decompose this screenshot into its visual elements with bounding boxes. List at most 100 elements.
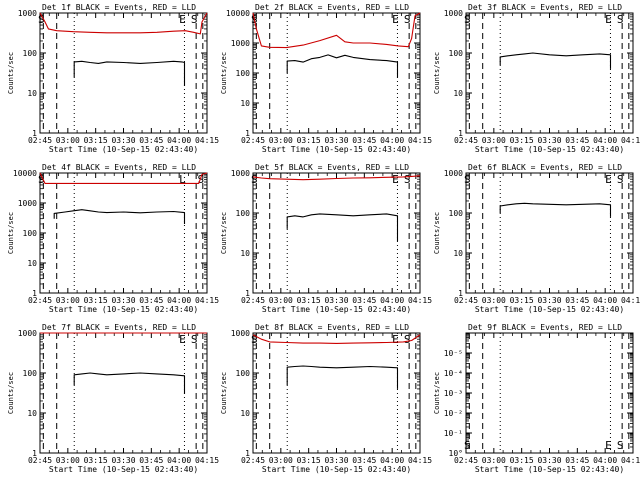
time-marker-label: E [392, 13, 399, 26]
chart-title: Det 4f BLACK = Events, RED = LLD [42, 163, 196, 172]
x-tick-label: 02:45 [28, 136, 52, 145]
y-tick-label: 1 [458, 129, 463, 138]
x-tick-label: 04:00 [380, 456, 404, 465]
plot-frame [252, 332, 421, 454]
y-tick-label: 1 [245, 289, 250, 298]
x-tick-label: 02:45 [454, 296, 478, 305]
chart-title: Det 6f BLACK = Events, RED = LLD [468, 163, 622, 172]
x-axis-label: Start Time (10-Sep-15 02:43:40) [49, 305, 198, 314]
y-tick-label: 1000 [444, 169, 463, 178]
y-tick-label: 10 [453, 249, 463, 258]
time-marker-label: E [605, 13, 612, 26]
y-axis-label: Counts/sec [433, 52, 441, 94]
chart-panel: Det 3f BLACK = Events, RED = LLD 1 10 100 10… [433, 3, 640, 154]
time-marker-label: E [392, 333, 399, 346]
y-tick-label: 100 [449, 49, 464, 58]
chart-panel: Det 8f BLACK = Events, RED = LLD 1 10 100 10… [220, 323, 432, 474]
x-tick-label: 03:15 [510, 456, 534, 465]
x-tick-label: 03:00 [269, 136, 293, 145]
plot-frame [465, 332, 634, 454]
y-axis-label: Counts/sec [220, 52, 228, 94]
time-marker-label: E [605, 439, 612, 452]
time-marker-label: E [605, 173, 612, 186]
y-tick-label: 1000 [231, 329, 250, 338]
x-tick-label: 03:00 [56, 456, 80, 465]
time-marker-label: S [38, 13, 45, 26]
x-tick-label: 02:45 [241, 456, 265, 465]
x-tick-label: 03:45 [139, 136, 163, 145]
y-tick-label: 100 [236, 69, 251, 78]
y-tick-label: 1000 [444, 9, 463, 18]
y-tick-label: 1000 [18, 9, 37, 18]
x-tick-label: 03:15 [297, 296, 321, 305]
y-tick-label: 100 [236, 369, 251, 378]
y-tick-label: 100 [23, 369, 38, 378]
time-marker-label: S [191, 13, 198, 26]
time-marker-label: E [392, 173, 399, 186]
y-tick-label: 10⁻² [444, 409, 463, 418]
y-tick-label: 10000 [13, 169, 37, 178]
x-tick-label: 03:30 [324, 136, 348, 145]
x-axis-label: Start Time (10-Sep-15 02:43:40) [475, 305, 624, 314]
series-lld-line [39, 12, 208, 35]
series-events-line [53, 209, 186, 224]
time-marker-label: S [464, 439, 471, 452]
x-tick-label: 02:45 [454, 456, 478, 465]
x-tick-label: 04:00 [167, 296, 191, 305]
chart-panel: Det 6f BLACK = Events, RED = LLD 1 10 100 10… [433, 163, 640, 314]
chart-title: Det 1f BLACK = Events, RED = LLD [42, 3, 196, 12]
series-events-line [286, 365, 399, 389]
x-tick-label: 02:45 [454, 136, 478, 145]
x-tick-label: 03:15 [84, 136, 108, 145]
chart-panel: Det 1f BLACK = Events, RED = LLD 1 10 100 10… [7, 3, 219, 154]
y-tick-label: 1000 [18, 329, 37, 338]
y-tick-label: 10000 [226, 9, 250, 18]
x-axis-label: Start Time (10-Sep-15 02:43:40) [262, 465, 411, 474]
chart-title: Det 2f BLACK = Events, RED = LLD [255, 3, 409, 12]
y-tick-label: 1 [32, 449, 37, 458]
time-marker-label: E [179, 13, 186, 26]
time-marker-label: E [179, 333, 186, 346]
chart-title: Det 5f BLACK = Events, RED = LLD [255, 163, 409, 172]
series-events-line [499, 202, 612, 217]
x-tick-label: 03:45 [139, 456, 163, 465]
chart-panel: Det 2f BLACK = Events, RED = LLD 1 10 100 10… [220, 3, 432, 154]
x-tick-label: 03:30 [111, 296, 135, 305]
series-events-line [286, 54, 399, 78]
y-tick-label: 1000 [231, 169, 250, 178]
x-tick-label: 03:45 [565, 136, 589, 145]
series-events-line [73, 60, 186, 86]
chart-title: Det 3f BLACK = Events, RED = LLD [468, 3, 622, 12]
series-events-line [73, 372, 186, 394]
y-tick-label: 10 [240, 249, 250, 258]
series-lld-line [252, 175, 421, 181]
x-tick-label: 03:30 [111, 456, 135, 465]
time-marker-label: S [251, 333, 258, 346]
x-axis-label: Start Time (10-Sep-15 02:43:40) [475, 465, 624, 474]
x-tick-label: 02:45 [241, 136, 265, 145]
y-tick-label: 10 [27, 89, 37, 98]
plot-frame [252, 172, 421, 294]
x-tick-label: 03:45 [352, 456, 376, 465]
x-tick-label: 04:00 [380, 136, 404, 145]
y-tick-label: 10⁻¹ [444, 429, 463, 438]
y-tick-label: 10° [449, 449, 463, 458]
time-marker-label: L [179, 173, 186, 186]
x-tick-label: 04:00 [593, 296, 617, 305]
y-axis-label: Counts/sec [7, 372, 15, 414]
x-tick-label: 03:00 [56, 136, 80, 145]
x-tick-label: 04:15 [195, 136, 219, 145]
x-tick-label: 02:45 [28, 456, 52, 465]
y-tick-label: 10 [240, 409, 250, 418]
y-tick-label: 1000 [231, 39, 250, 48]
y-tick-label: 10 [240, 99, 250, 108]
chart-title: Det 7f BLACK = Events, RED = LLD [42, 323, 196, 332]
y-tick-label: 1000 [18, 199, 37, 208]
x-tick-label: 04:15 [195, 456, 219, 465]
y-axis-label: Counts/sec [7, 212, 15, 254]
series-events-line [286, 213, 399, 241]
x-tick-label: 04:00 [167, 456, 191, 465]
y-tick-label: 1 [458, 289, 463, 298]
plot-frame [252, 12, 421, 134]
